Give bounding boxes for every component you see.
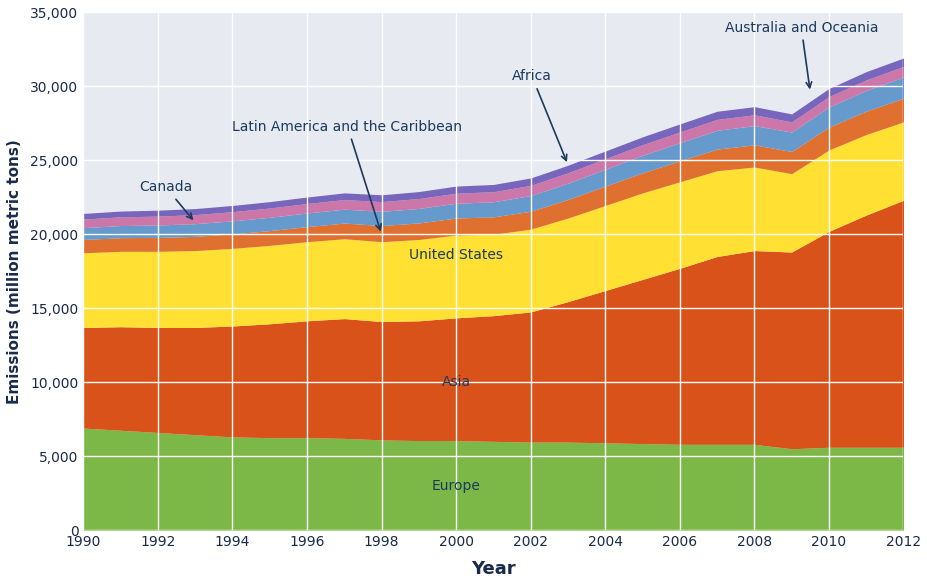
Text: Latin America and the Caribbean: Latin America and the Caribbean <box>233 120 462 230</box>
Text: United States: United States <box>409 248 502 262</box>
Text: Australia and Oceania: Australia and Oceania <box>724 20 877 88</box>
Text: Africa: Africa <box>512 70 566 160</box>
Text: Asia: Asia <box>441 375 470 389</box>
X-axis label: Year: Year <box>471 560 515 578</box>
Y-axis label: Emissions (million metric tons): Emissions (million metric tons) <box>6 139 22 404</box>
Text: Europe: Europe <box>431 479 480 493</box>
Text: Canada: Canada <box>139 180 192 219</box>
